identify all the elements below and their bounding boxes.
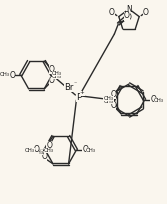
Text: O: O <box>49 65 55 74</box>
Text: CH₃: CH₃ <box>52 71 62 76</box>
Text: CH₃: CH₃ <box>25 147 35 153</box>
Text: ⁻: ⁻ <box>74 82 77 88</box>
Text: CH₃: CH₃ <box>33 150 43 155</box>
Text: O: O <box>111 90 116 99</box>
Text: CH₃: CH₃ <box>104 99 114 104</box>
Text: O: O <box>143 8 149 17</box>
Text: +: + <box>80 91 85 95</box>
Text: O: O <box>9 71 15 80</box>
Text: Br: Br <box>64 82 73 92</box>
Text: O: O <box>41 152 47 161</box>
Text: CH₃: CH₃ <box>104 96 114 101</box>
Text: CH₃: CH₃ <box>0 72 10 78</box>
Text: CH₃: CH₃ <box>86 147 96 153</box>
Text: N: N <box>126 4 132 13</box>
Text: O: O <box>109 8 115 17</box>
Text: O: O <box>82 145 88 154</box>
Text: O: O <box>46 141 52 150</box>
Text: CH₃: CH₃ <box>44 148 54 153</box>
Text: O: O <box>34 145 39 154</box>
Text: CH₃: CH₃ <box>154 98 164 102</box>
Text: O: O <box>150 95 156 104</box>
Text: CH₃: CH₃ <box>52 74 62 79</box>
Text: O: O <box>49 76 55 85</box>
Text: O: O <box>124 11 130 20</box>
Text: O: O <box>111 101 116 110</box>
Text: P: P <box>76 92 81 102</box>
Text: O: O <box>126 12 132 21</box>
